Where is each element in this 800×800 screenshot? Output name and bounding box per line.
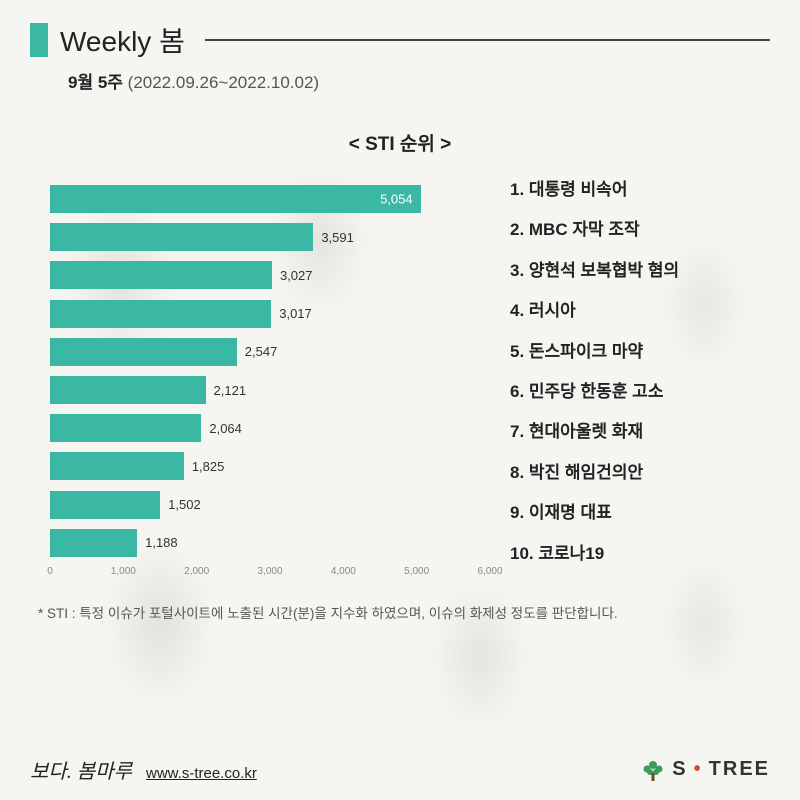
subtitle: 9월 5주 (2022.09.26~2022.10.02) [68, 68, 770, 93]
rank-item: 7. 현대아울렛 화재 [510, 422, 760, 442]
bar [50, 491, 160, 519]
bar-row: 2,121 [50, 375, 500, 405]
bar-value-label: 5,054 [380, 192, 413, 207]
rank-item: 5. 돈스파이크 마약 [510, 342, 760, 362]
x-tick-label: 3,000 [257, 566, 282, 577]
bar [50, 300, 271, 328]
bar-row: 1,825 [50, 451, 500, 481]
page-title: Weekly 봄 [60, 20, 185, 60]
x-tick-label: 4,000 [331, 566, 356, 577]
logo-text-tree: TREE [709, 758, 770, 781]
bar-row: 2,547 [50, 337, 500, 367]
rank-item: 4. 러시아 [510, 301, 760, 321]
logo-dot-icon: • [694, 758, 703, 781]
bar-row: 1,502 [50, 490, 500, 520]
logo: S • TREE [640, 757, 770, 783]
bar-row: 1,188 [50, 528, 500, 558]
x-tick-label: 5,000 [404, 566, 429, 577]
bar [50, 223, 313, 251]
bar [50, 338, 237, 366]
bar-row: 3,017 [50, 299, 500, 329]
bar-value-label: 1,825 [192, 459, 225, 474]
bar-row: 2,064 [50, 413, 500, 443]
bar-value-label: 3,027 [280, 268, 313, 283]
bar [50, 452, 184, 480]
footer: 보다. 봄마루 www.s-tree.co.kr S • TREE [30, 755, 770, 784]
header: Weekly 봄 [30, 20, 770, 60]
bar-value-label: 2,121 [214, 383, 247, 398]
bar-value-label: 3,017 [279, 306, 312, 321]
bar-value-label: 1,188 [145, 535, 178, 550]
slogan: 보다. 봄마루 [30, 755, 132, 784]
ranking-list: 1. 대통령 비속어 2. MBC 자막 조작 3. 양현석 보복협박 혐의 4. 러… [510, 176, 760, 596]
rank-item: 1. 대통령 비속어 [510, 180, 760, 200]
rank-item: 10. 코로나19 [510, 544, 760, 564]
bar [50, 261, 272, 289]
bar-row: 3,027 [50, 260, 500, 290]
title-rule [205, 39, 770, 41]
bar: 5,054 [50, 185, 421, 213]
x-tick-label: 6,000 [477, 566, 502, 577]
bar-value-label: 2,064 [209, 421, 242, 436]
footer-url[interactable]: www.s-tree.co.kr [146, 765, 257, 782]
date-range: (2022.09.26~2022.10.02) [128, 73, 319, 92]
chart-title: < STI 순위 > [30, 129, 770, 156]
footnote: * STI : 특정 이슈가 포털사이트에 노출된 시간(분)을 지수화 하였으… [30, 602, 770, 622]
bar-value-label: 1,502 [168, 497, 201, 512]
bar [50, 414, 201, 442]
tree-icon [640, 757, 666, 783]
bar-value-label: 2,547 [245, 344, 278, 359]
accent-bar [30, 23, 48, 57]
rank-item: 8. 박진 해임건의안 [510, 463, 760, 483]
bar-value-label: 3,591 [321, 230, 354, 245]
x-tick-label: 0 [47, 566, 53, 577]
x-tick-label: 2,000 [184, 566, 209, 577]
week-label: 9월 5주 [68, 73, 123, 92]
logo-text-s: S [672, 758, 687, 781]
bar-row: 5,054 [50, 184, 500, 214]
rank-item: 9. 이재명 대표 [510, 503, 760, 523]
rank-item: 6. 민주당 한동훈 고소 [510, 382, 760, 402]
chart-area: 5,054 3,591 3,027 3,017 2,547 2,121 2,064 1,825… [40, 176, 500, 596]
rank-item: 2. MBC 자막 조작 [510, 220, 760, 240]
bar [50, 376, 206, 404]
bar [50, 529, 137, 557]
x-axis: 0 1,000 2,000 3,000 4,000 5,000 6,000 [50, 566, 500, 586]
bar-row: 3,591 [50, 222, 500, 252]
x-tick-label: 1,000 [111, 566, 136, 577]
content-row: 5,054 3,591 3,027 3,017 2,547 2,121 2,064 1,825… [30, 176, 770, 596]
rank-item: 3. 양현석 보복협박 혐의 [510, 261, 760, 281]
